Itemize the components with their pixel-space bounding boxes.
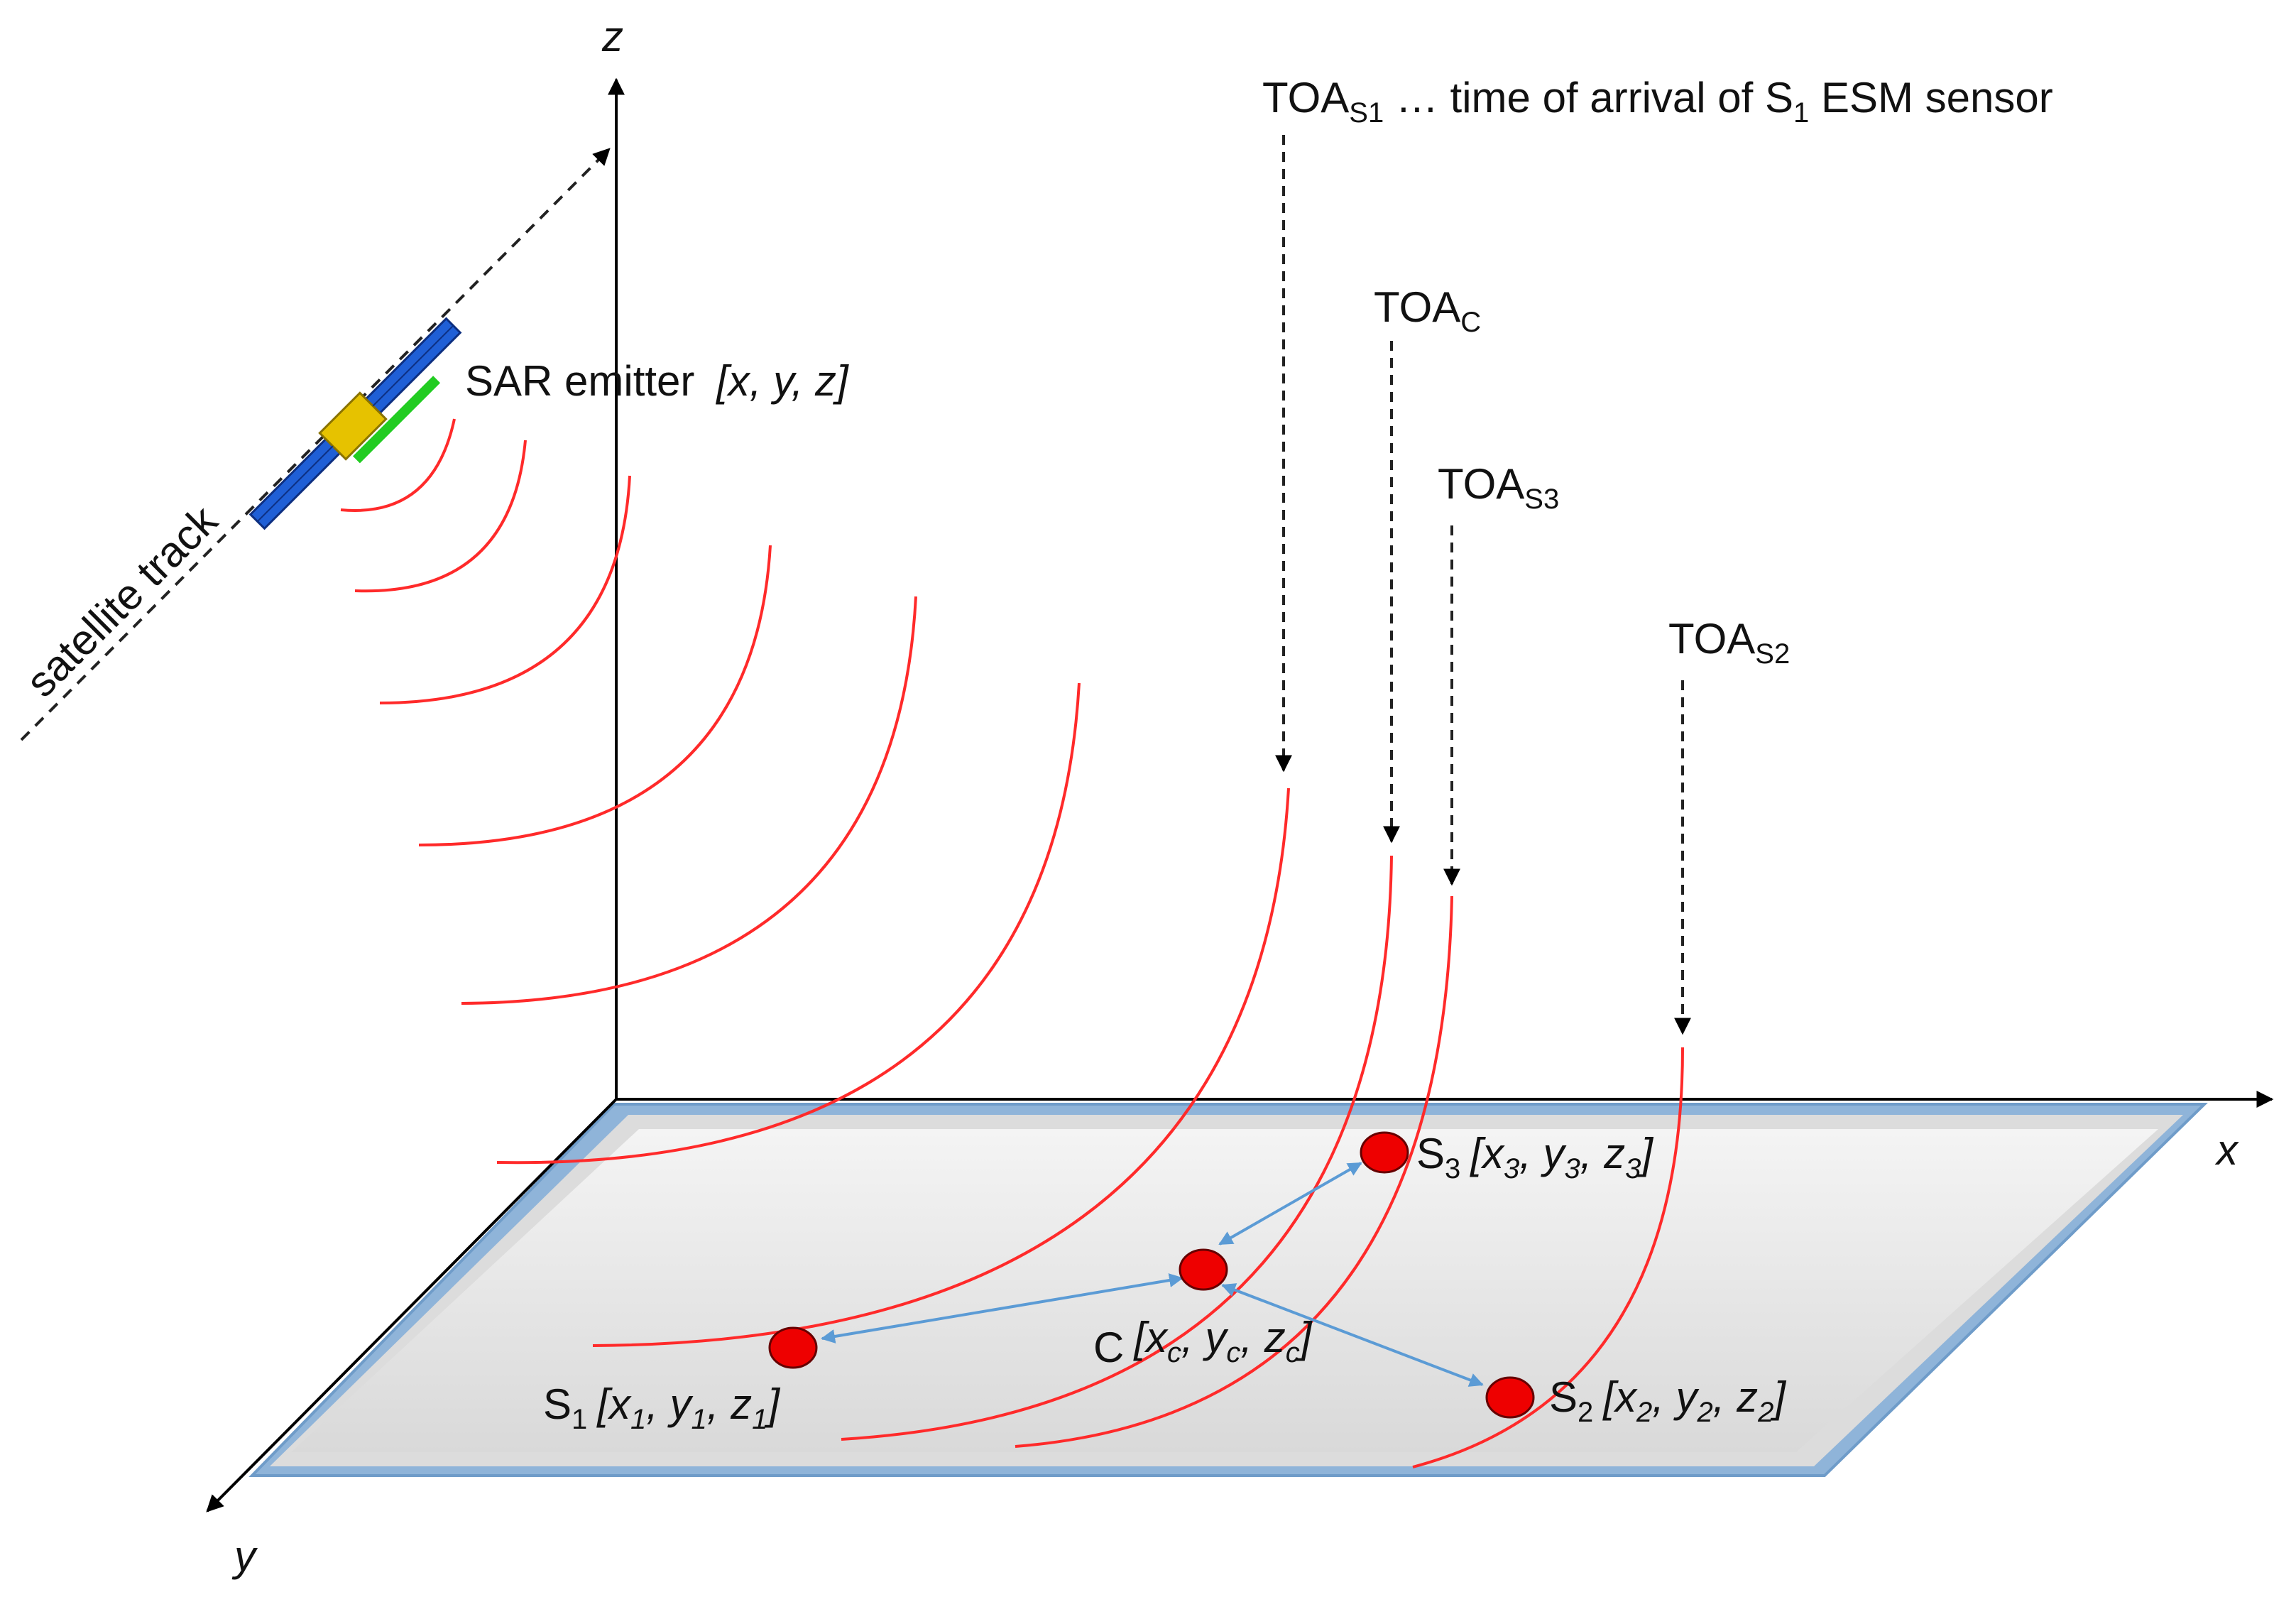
sensors [768, 1131, 1535, 1419]
sensor-c-label: C [xc, yc, zc] [1093, 1314, 1313, 1371]
satellite-track-line [20, 148, 611, 741]
wavefront-5 [461, 596, 917, 1005]
baseline-c-s1 [821, 1273, 1183, 1343]
toa-s3-label: TOAS3 [1438, 460, 1559, 515]
toa-s2-sub: S2 [1755, 638, 1790, 670]
z-axis-label: z [601, 13, 623, 60]
toa-c-sub: C [1460, 307, 1481, 338]
sensor-s2-marker [1485, 1376, 1535, 1419]
wavefront-s2 [1412, 1047, 1684, 1468]
sar-emitter-label: SAR emitter [x, y, z] [465, 357, 849, 405]
wavefront-c [841, 855, 1393, 1441]
toa-s1-note-after: ESM sensor [1809, 74, 2052, 121]
toa-arrows [1275, 135, 1691, 1035]
x-axis-label: x [2214, 1126, 2239, 1174]
wavefront-2 [354, 440, 527, 593]
baselines [821, 1162, 1484, 1387]
wavefront-6 [496, 682, 1081, 1165]
toa-s1-label: TOAS1 … time of arrival of S1 ESM sensor [1262, 74, 2053, 129]
toa-s1-note-sub: 1 [1793, 97, 1809, 129]
wavefront-3 [379, 475, 631, 704]
wavefronts [340, 418, 1684, 1468]
sensor-c-marker [1179, 1248, 1228, 1291]
wavefront-4 [418, 545, 772, 846]
y-axis-label: y [231, 1532, 258, 1580]
satellite-track-label: satellite track [17, 496, 227, 707]
axes [206, 77, 2274, 1512]
sar-emitter-coords: [x, y, z] [715, 357, 849, 405]
toa-s1-base: TOA [1262, 74, 1349, 121]
toa-s2-label: TOAS2 [1668, 615, 1790, 670]
toa-s1-sub: S1 [1349, 97, 1384, 129]
sensor-s1-marker [768, 1326, 818, 1369]
sensor-s3-marker [1360, 1131, 1409, 1174]
sar-emitter-name: SAR emitter [465, 357, 694, 405]
baseline-c-s2 [1221, 1283, 1484, 1387]
sensor-s2-label: S2 [x2, y2, z2] [1549, 1373, 1786, 1428]
sensor-s3-label: S3 [x3, y3, z3] [1416, 1130, 1653, 1184]
satellite-icon [248, 317, 462, 530]
y-axis-line [206, 1098, 618, 1512]
toa-c-base: TOA [1374, 283, 1460, 331]
sensor-s1-label: S1 [x1, y1, z1] [543, 1380, 780, 1435]
toa-s3-sub: S3 [1524, 484, 1559, 515]
wavefront-1 [340, 418, 456, 512]
baseline-c-s3 [1218, 1162, 1362, 1246]
toa-c-label: TOAC [1374, 283, 1481, 338]
toa-s1-note-before: … time of arrival of S [1384, 74, 1793, 121]
toa-s3-base: TOA [1438, 460, 1524, 508]
toa-s2-base: TOA [1668, 615, 1755, 663]
